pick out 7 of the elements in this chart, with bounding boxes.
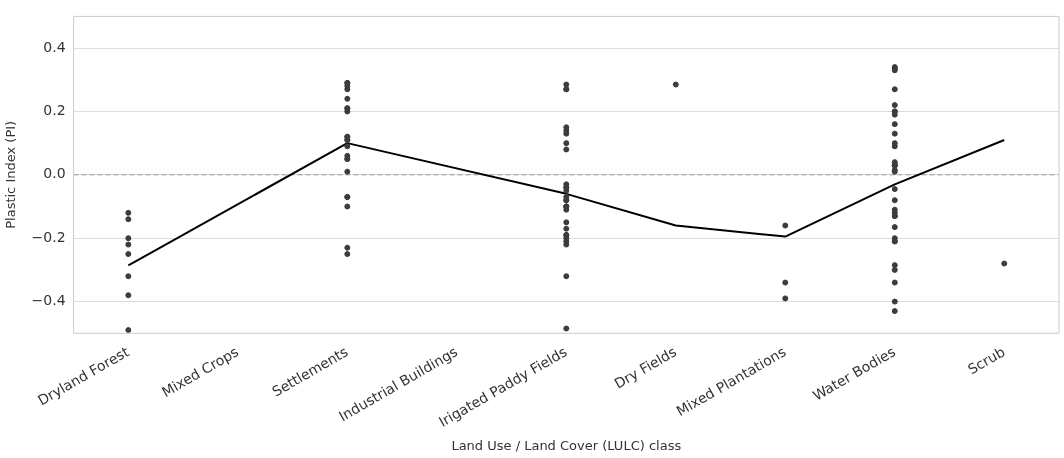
y-tick-label: 0.4: [43, 38, 66, 55]
y-axis-title: Plastic Index (PI): [3, 120, 19, 229]
y-tick-label: −0.2: [31, 228, 66, 245]
y-tick-label: −0.4: [31, 292, 66, 309]
y-tick-label: 0.2: [43, 102, 66, 119]
y-tick-label: 0.0: [43, 165, 66, 182]
x-axis-title: Land Use / Land Cover (LULC) class: [451, 437, 682, 453]
